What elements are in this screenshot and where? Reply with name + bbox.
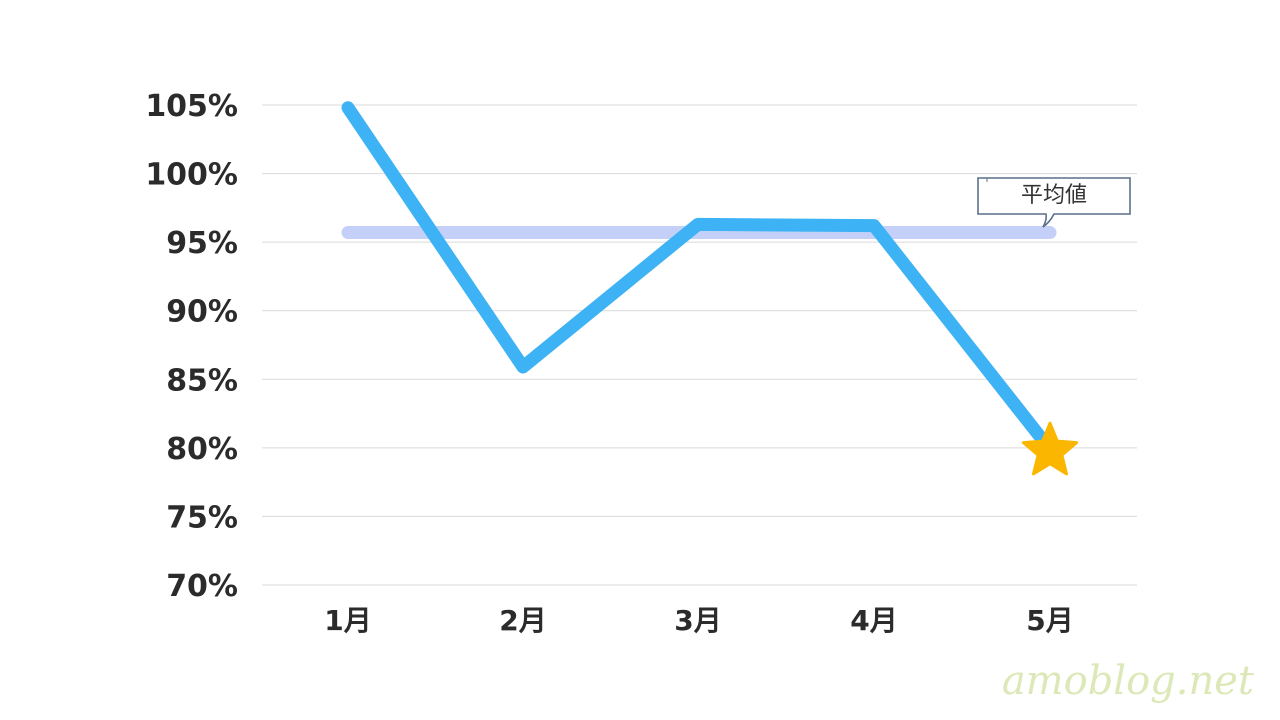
y-tick-label: 70% (166, 569, 238, 604)
y-tick-label: 105% (145, 89, 238, 124)
data-point (872, 223, 876, 228)
data-point (346, 105, 350, 110)
y-tick-label: 75% (166, 500, 238, 535)
x-tick-label: 3月 (674, 604, 721, 637)
y-tick-label: 90% (166, 295, 238, 330)
x-tick-label: 1月 (324, 604, 371, 637)
series-line (341, 101, 1057, 456)
watermark: amoblog.net (1002, 658, 1255, 704)
data-point (696, 222, 700, 227)
average-label: 平均値 (1021, 183, 1087, 208)
y-tick-label: 80% (166, 432, 238, 467)
y-tick-label: 95% (166, 226, 238, 261)
callout-box (977, 177, 1131, 228)
x-tick-label: 2月 (499, 604, 546, 637)
y-tick-label: 100% (145, 158, 238, 193)
data-point (521, 364, 525, 369)
grid-lines (262, 104, 1137, 586)
y-tick-label: 85% (166, 363, 238, 398)
x-axis-tick-labels: 1月 2月 3月 4月 5月 (324, 604, 1073, 637)
series-group (341, 101, 1079, 476)
x-tick-label: 5月 (1026, 604, 1073, 637)
y-axis-tick-labels: 70% 75% 80% 85% 90% 95% 100% 105% (145, 89, 238, 604)
average-callout: 平均値 (977, 177, 1131, 228)
star-icon (1021, 421, 1079, 476)
x-tick-label: 4月 (850, 604, 897, 637)
